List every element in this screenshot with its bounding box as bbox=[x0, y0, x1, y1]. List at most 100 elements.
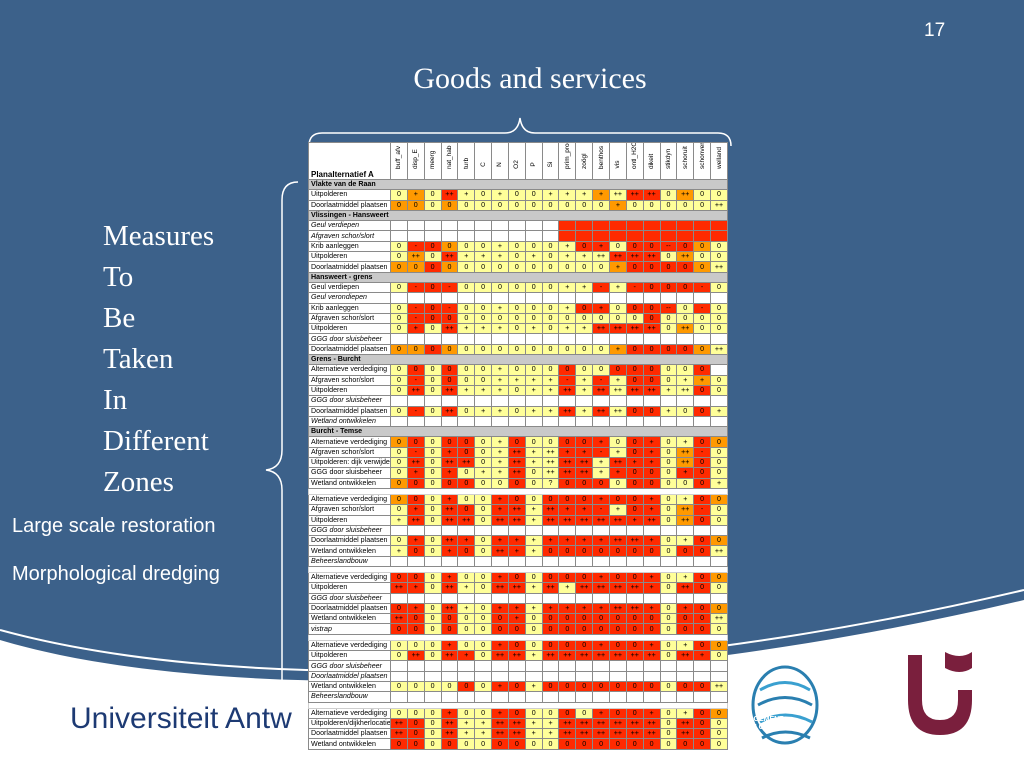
matrix-cell: 0 bbox=[390, 251, 408, 263]
matrix-cell: 0 bbox=[693, 189, 712, 201]
matrix-cell: ++ bbox=[507, 514, 526, 526]
large-scale-restoration-label: Large scale restoration bbox=[12, 515, 216, 537]
matrix-cell: + bbox=[676, 639, 695, 652]
matrix-cell bbox=[592, 592, 610, 604]
matrix-row: Doorlaatmiddel plaatsen 0 +0 ++ +0 + + + + + + + ++ +… bbox=[308, 602, 728, 615]
matrix-cell: ++ bbox=[507, 728, 526, 740]
row-label: Wetland ontwikkelen bbox=[308, 415, 391, 428]
matrix-cell: 0 bbox=[524, 261, 543, 273]
matrix-row: Alternatieve verdediging 0 0 0 0 0 0 +0 0 0 0 0 +0 0 +… bbox=[308, 436, 728, 448]
matrix-cell: + bbox=[491, 639, 509, 652]
matrix-cell: 0 bbox=[457, 199, 476, 211]
matrix-cell: + bbox=[710, 405, 728, 417]
matrix-cell: - bbox=[440, 302, 459, 314]
matrix-cell: 0 bbox=[592, 312, 610, 325]
matrix-cell: 0 bbox=[474, 582, 493, 594]
matrix-row: Beheerslandbouw bbox=[308, 555, 728, 567]
matrix-cell: + bbox=[457, 323, 476, 335]
matrix-cell: 0 bbox=[558, 545, 577, 557]
matrix-cell: 0 bbox=[625, 436, 644, 448]
matrix-cell: - bbox=[592, 504, 610, 516]
matrix-cell bbox=[491, 415, 509, 428]
matrix-cell: 0 bbox=[507, 364, 526, 376]
matrix-cell: 0 bbox=[693, 405, 712, 417]
matrix-cell bbox=[541, 555, 560, 567]
matrix-cell: 0 bbox=[474, 436, 493, 448]
matrix-cell: 0 bbox=[625, 343, 644, 356]
matrix-cell: 0 bbox=[710, 504, 728, 516]
matrix-cell: 0 bbox=[541, 364, 560, 376]
matrix-cell: + bbox=[592, 602, 610, 615]
matrix-cell bbox=[575, 395, 594, 407]
matrix-cell: 0 bbox=[710, 302, 728, 314]
matrix-cell bbox=[440, 660, 459, 672]
matrix-cell: ++ bbox=[676, 384, 695, 397]
matrix-cell: ++ bbox=[440, 717, 459, 730]
matrix-cell: 0 bbox=[474, 374, 493, 386]
matrix-cell: ++ bbox=[625, 728, 644, 740]
matrix-cell: 0 bbox=[390, 446, 408, 459]
matrix-cell: 0 bbox=[659, 364, 678, 376]
matrix-cell: + bbox=[541, 717, 560, 730]
matrix-cell bbox=[659, 230, 678, 242]
row-label: vistrap bbox=[308, 623, 391, 635]
matrix-cell bbox=[440, 292, 459, 304]
matrix-cell: 0 bbox=[423, 728, 442, 740]
matrix-cell: 0 bbox=[575, 623, 594, 635]
matrix-cell: 0 bbox=[474, 343, 493, 356]
matrix-cell: 0 bbox=[575, 613, 594, 625]
management-group-label: MANAGEMENT EARCH GROUP bbox=[731, 716, 785, 731]
row-label: Doorlaatmiddel plaatsen bbox=[308, 535, 391, 547]
matrix-cell: ++ bbox=[558, 384, 577, 397]
matrix-cell bbox=[558, 691, 577, 703]
matrix-cell: 0 bbox=[474, 189, 493, 201]
matrix-cell: 0 bbox=[440, 312, 459, 325]
row-label: Doorlaatmiddel plaatsen bbox=[308, 602, 391, 615]
matrix-cell: ++ bbox=[541, 582, 560, 594]
matrix-cell: 0 bbox=[693, 623, 712, 635]
matrix-cell bbox=[693, 415, 712, 428]
matrix-cell: 0 bbox=[710, 240, 728, 253]
matrix-cell: + bbox=[558, 323, 577, 335]
matrix-cell bbox=[406, 220, 425, 232]
matrix-cell: 0 bbox=[423, 535, 442, 547]
matrix-cell: 0 bbox=[642, 240, 661, 253]
matrix-cell: 0 bbox=[507, 680, 526, 693]
matrix-cell: ++ bbox=[676, 323, 695, 335]
matrix-column-header: O2 bbox=[507, 142, 526, 180]
matrix-cell: 0 bbox=[406, 343, 425, 356]
matrix-cell: + bbox=[524, 582, 543, 594]
matrix-cell bbox=[474, 691, 493, 703]
matrix-cell bbox=[558, 415, 577, 428]
matrix-row: Krib aanleggen 0-0 0 0 0 +0 0 0 +0 +0 0 0 -- 0 0 0 bbox=[308, 240, 728, 253]
matrix-row: Uitpolderen/dijkherlocatie ++ 0 0 ++ + + ++ ++ + +… bbox=[308, 717, 728, 730]
matrix-row: Wetland ontwikkelen ++ 0 0 0 0 0 0 +0 0 0 0 0 0 0 0 0 0 0 +… bbox=[308, 613, 728, 625]
matrix-cell: 0 bbox=[693, 199, 712, 211]
section-label: Burcht - Temse bbox=[308, 426, 728, 438]
matrix-column-header: P bbox=[524, 142, 543, 180]
matrix-section-row: Vlissingen - Hansweert bbox=[308, 209, 728, 222]
matrix-cell: + bbox=[558, 535, 577, 547]
matrix-cell: 0 bbox=[507, 251, 526, 263]
matrix-cell: ++ bbox=[676, 251, 695, 263]
matrix-cell: 0 bbox=[491, 623, 509, 635]
matrix-cell bbox=[625, 524, 644, 537]
matrix-cell bbox=[558, 660, 577, 672]
matrix-cell: + bbox=[592, 189, 610, 201]
matrix-cell: ++ bbox=[608, 717, 627, 730]
matrix-cell: 0 bbox=[693, 323, 712, 335]
matrix-cell: + bbox=[642, 571, 661, 584]
matrix-cell bbox=[474, 660, 493, 672]
matrix-cell bbox=[608, 220, 627, 232]
matrix-cell bbox=[423, 415, 442, 428]
matrix-cell: + bbox=[575, 323, 594, 335]
matrix-cell bbox=[423, 670, 442, 682]
matrix-cell: 0 bbox=[608, 639, 627, 652]
matrix-cell: 0 bbox=[608, 493, 627, 506]
matrix-cell: + bbox=[693, 650, 712, 662]
matrix-cell: 0 bbox=[693, 545, 712, 557]
matrix-column-header: zoögl bbox=[575, 142, 594, 180]
matrix-cell: 0 bbox=[642, 343, 661, 356]
matrix-cell: + bbox=[676, 493, 695, 506]
